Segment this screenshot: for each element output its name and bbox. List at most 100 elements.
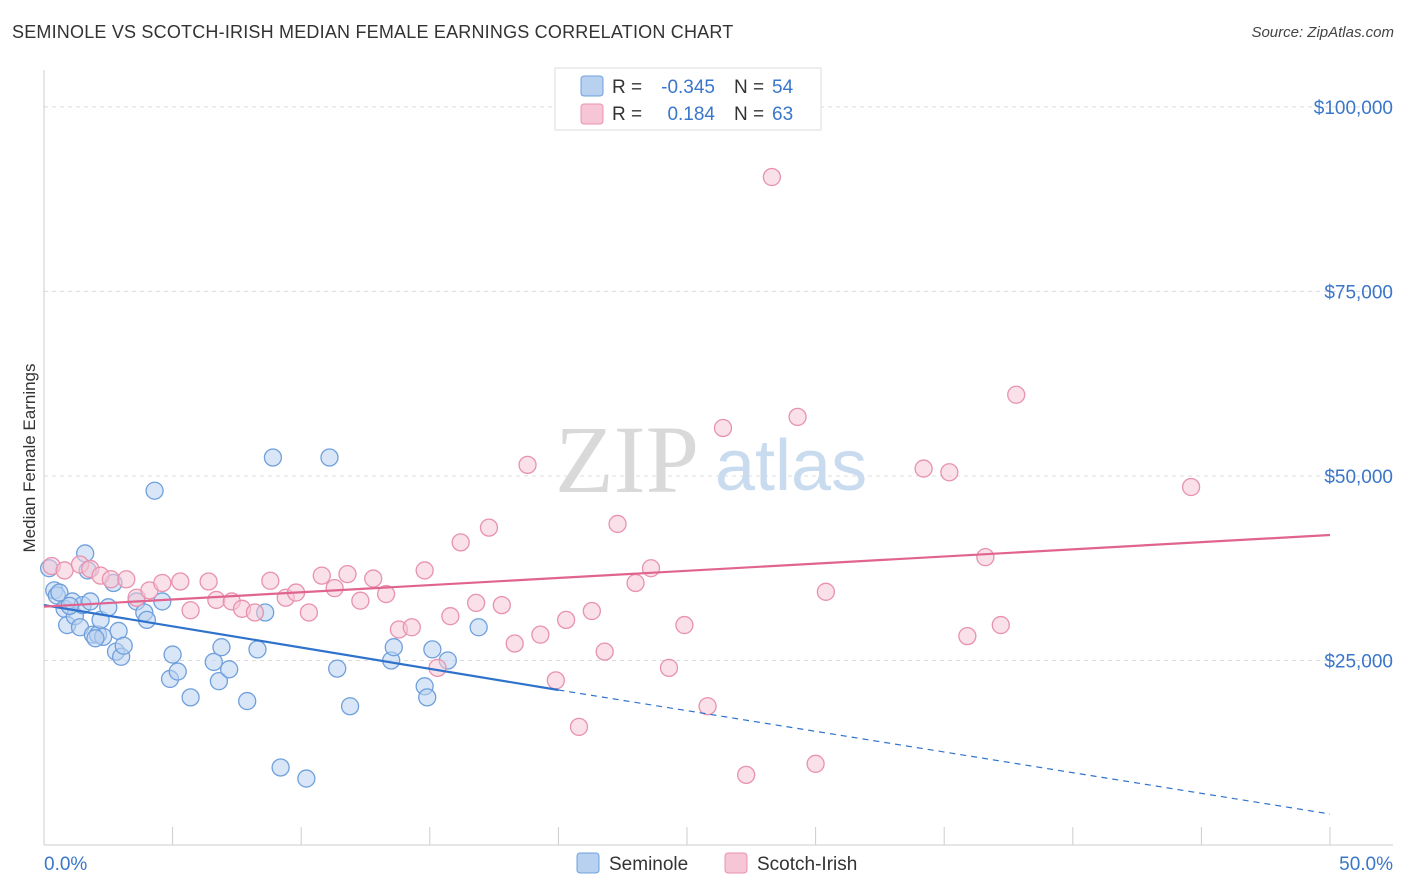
point-scotch-irish <box>451 533 470 552</box>
y-tick-label: $25,000 <box>1324 651 1393 672</box>
point-scotch-irish <box>1007 385 1026 404</box>
legend-label-scotch-irish: Scotch-Irish <box>757 854 857 875</box>
point-scotch-irish <box>518 455 537 475</box>
point-scotch-irish <box>428 658 447 678</box>
point-scotch-irish <box>659 658 679 678</box>
point-scotch-irish <box>737 765 756 785</box>
point-seminole <box>340 697 360 716</box>
point-seminole <box>328 659 347 678</box>
point-seminole <box>384 638 403 657</box>
point-scotch-irish <box>338 564 357 584</box>
x-tick-label-max: 50.0% <box>1339 854 1393 875</box>
point-scotch-irish <box>816 582 836 601</box>
watermark: ZIP atlas <box>555 406 867 513</box>
point-scotch-irish <box>595 642 614 661</box>
axes <box>43 70 1393 846</box>
trend-line-seminole <box>43 604 559 692</box>
series-legend: Seminole Scotch-Irish <box>576 852 857 875</box>
point-scotch-irish <box>531 625 550 644</box>
point-scotch-irish <box>245 603 265 622</box>
point-scotch-irish <box>556 610 576 630</box>
point-seminole <box>320 448 339 467</box>
point-seminole <box>469 618 488 637</box>
y-axis-title: Median Female Earnings <box>20 364 39 553</box>
point-scotch-irish <box>364 569 383 588</box>
stats-swatch-scotch-irish <box>580 103 604 125</box>
stats-swatch-seminole <box>580 75 604 97</box>
stats-n-label-seminole: N = <box>734 77 764 98</box>
point-scotch-irish <box>351 591 370 610</box>
point-scotch-irish <box>199 572 218 591</box>
stats-r-label-seminole: R = <box>612 77 642 98</box>
point-seminole <box>86 629 105 648</box>
watermark-zip: ZIP <box>555 406 699 513</box>
legend-swatch-seminole <box>576 852 600 874</box>
legend-label-seminole: Seminole <box>609 854 688 875</box>
point-scotch-irish <box>479 518 499 537</box>
point-scotch-irish <box>582 601 601 621</box>
point-seminole <box>145 481 164 500</box>
point-seminole <box>114 636 133 655</box>
point-scotch-irish <box>312 566 331 585</box>
point-scotch-irish <box>376 584 396 604</box>
point-scotch-irish <box>1181 477 1201 497</box>
x-tick-label-min: 0.0% <box>44 854 87 875</box>
point-scotch-irish <box>675 615 694 635</box>
point-scotch-irish <box>207 590 226 610</box>
point-seminole <box>137 610 157 630</box>
watermark-atlas: atlas <box>715 426 867 506</box>
point-seminole <box>209 671 229 691</box>
point-scotch-irish <box>402 618 421 637</box>
point-scotch-irish <box>806 754 825 773</box>
y-tick-label: $50,000 <box>1324 467 1393 488</box>
point-scotch-irish <box>117 570 136 589</box>
point-seminole <box>163 645 182 664</box>
point-scotch-irish <box>299 603 319 622</box>
point-scotch-irish <box>713 418 733 438</box>
point-seminole <box>99 598 118 617</box>
point-seminole <box>418 688 437 707</box>
point-seminole <box>50 583 69 602</box>
point-seminole <box>220 660 239 679</box>
point-scotch-irish <box>762 167 782 187</box>
point-seminole <box>297 769 316 788</box>
point-seminole <box>271 758 290 777</box>
trend-line-extension-seminole <box>558 689 1331 815</box>
point-scotch-irish <box>466 593 486 613</box>
point-scotch-irish <box>492 595 511 615</box>
stats-legend: R = -0.345 N = 54 R = 0.184 N = 63 <box>554 67 822 131</box>
stats-n-label-scotch-irish: N = <box>734 104 764 125</box>
trend-line-scotch-irish <box>43 533 1331 608</box>
point-scotch-irish <box>441 607 460 626</box>
y-tick-label: $75,000 <box>1324 282 1393 303</box>
stats-r-label-scotch-irish: R = <box>612 104 642 125</box>
point-scotch-irish <box>569 717 589 737</box>
point-seminole <box>168 662 187 681</box>
point-scotch-irish <box>546 671 565 690</box>
point-scotch-irish <box>626 573 645 593</box>
point-seminole <box>204 652 223 672</box>
point-seminole <box>81 592 100 611</box>
y-tick-labels: $25,000 $50,000 $75,000 $100,000 <box>1314 98 1393 673</box>
point-seminole <box>423 640 442 659</box>
point-seminole <box>238 691 257 711</box>
point-scotch-irish <box>958 626 977 646</box>
point-seminole <box>181 688 200 707</box>
source-label: Source: ZipAtlas.com <box>1251 24 1394 41</box>
chart-title: SEMINOLE VS SCOTCH-IRISH MEDIAN FEMALE E… <box>12 22 734 42</box>
point-scotch-irish <box>914 459 933 478</box>
point-scotch-irish <box>976 547 995 567</box>
point-scotch-irish <box>55 561 74 580</box>
stats-n-value-seminole: 54 <box>772 77 794 98</box>
point-scotch-irish <box>171 572 190 591</box>
point-scotch-irish <box>101 570 121 589</box>
y-tick-label: $100,000 <box>1314 98 1393 119</box>
point-scotch-irish <box>940 463 959 482</box>
point-scotch-irish <box>181 601 200 620</box>
point-scotch-irish <box>991 615 1010 635</box>
point-scotch-irish <box>608 514 627 534</box>
data-points <box>39 167 1201 788</box>
point-seminole <box>212 638 231 657</box>
point-scotch-irish <box>261 571 280 590</box>
